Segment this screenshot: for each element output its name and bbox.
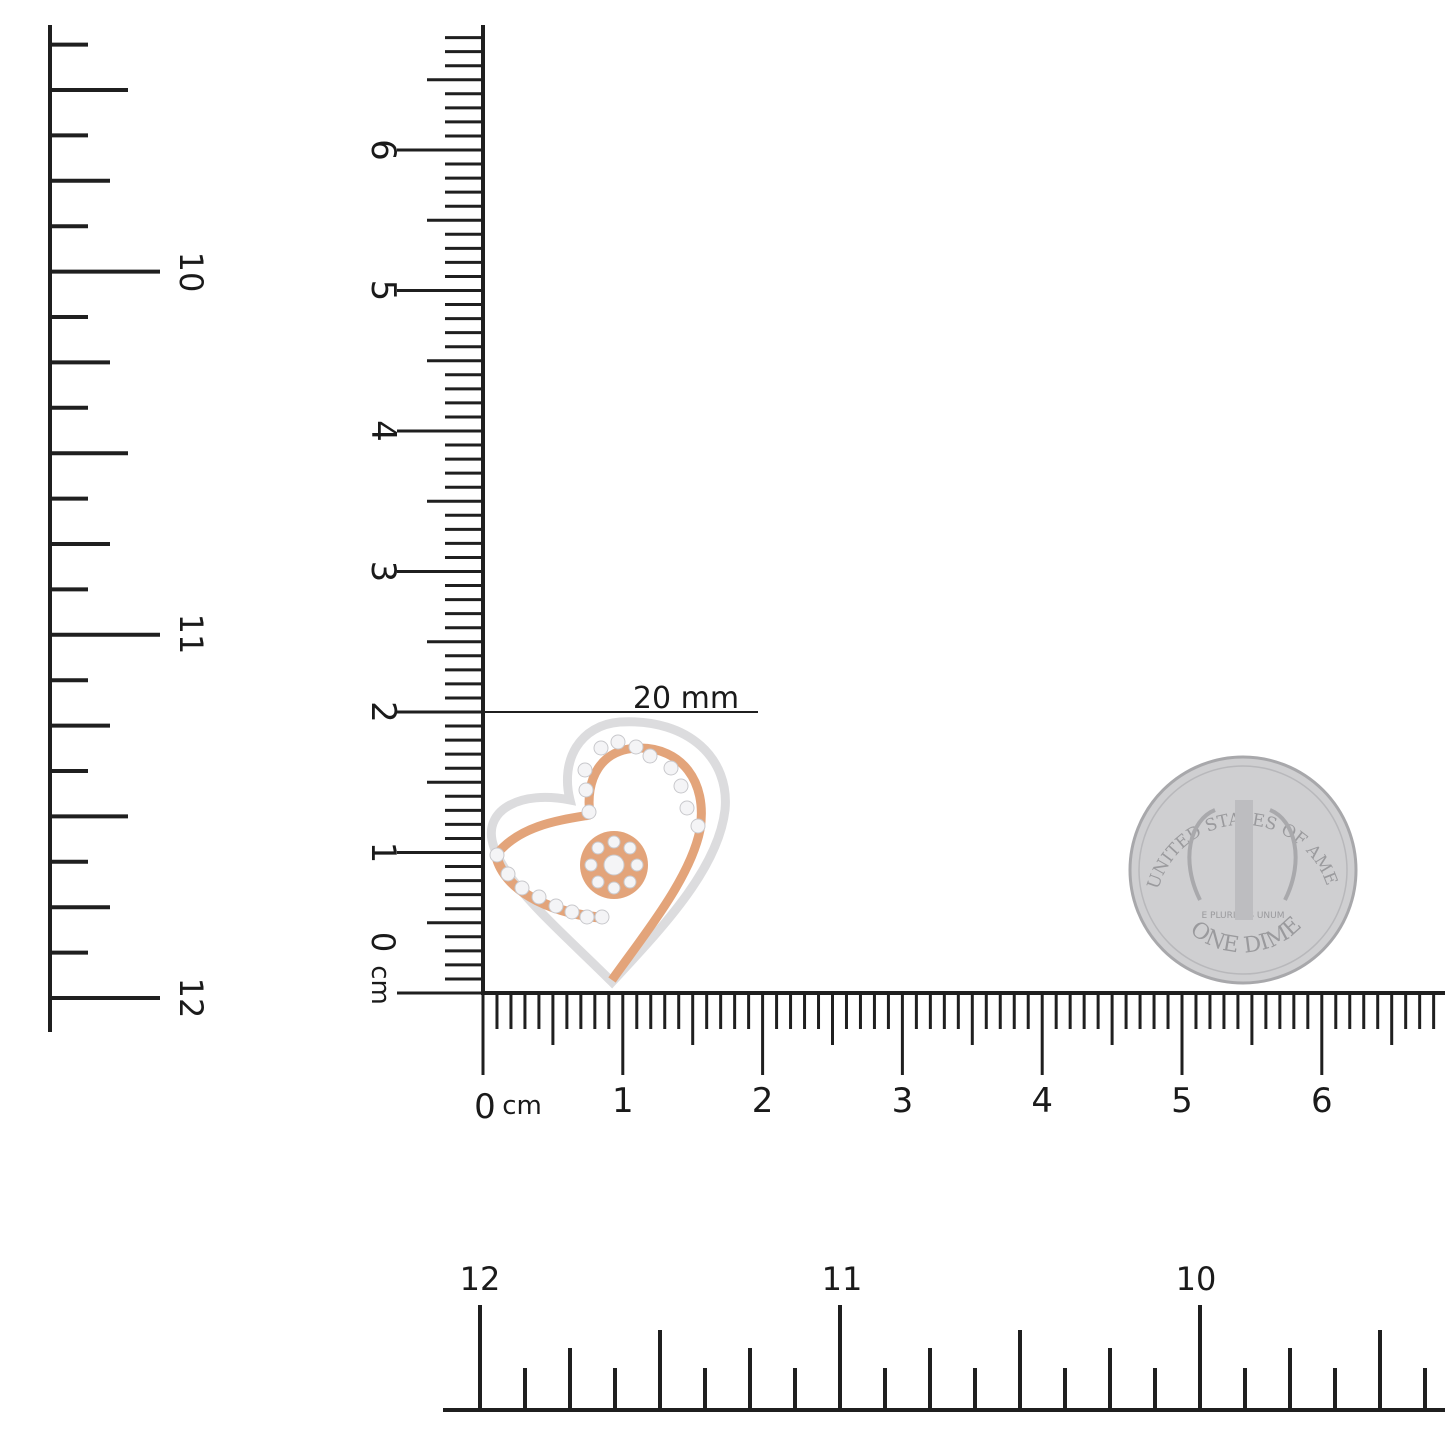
cm-label: 2 bbox=[363, 701, 403, 723]
diamond bbox=[673, 778, 689, 794]
ruler-label: 11 bbox=[172, 614, 210, 655]
diamond bbox=[581, 804, 597, 820]
diamond bbox=[577, 762, 593, 778]
cm-zero-label: 0 bbox=[474, 1087, 496, 1127]
ruler-label: 11 bbox=[822, 1260, 863, 1298]
cm-label: 6 bbox=[1311, 1081, 1333, 1121]
diamond bbox=[564, 904, 580, 920]
ruler-label: 12 bbox=[172, 978, 210, 1019]
left-inch-ruler: 10 11 12 bbox=[48, 25, 210, 1032]
cm-label: 1 bbox=[363, 842, 403, 864]
center-diamond bbox=[623, 841, 637, 855]
center-diamond bbox=[603, 854, 625, 876]
ruler-label: 10 bbox=[172, 252, 210, 293]
cm-label: 5 bbox=[363, 280, 403, 302]
cm-unit-label: cm bbox=[502, 1091, 542, 1121]
diamond bbox=[500, 866, 516, 882]
diamond bbox=[593, 740, 609, 756]
diamond bbox=[663, 760, 679, 776]
cm-zero-label-vertical: 0 bbox=[364, 932, 402, 952]
bottom-inch-ruler: 12 11 10 bbox=[443, 1260, 1445, 1412]
center-diamond bbox=[607, 835, 621, 849]
center-diamond bbox=[607, 881, 621, 895]
center-diamond bbox=[630, 858, 644, 872]
cm-label: 4 bbox=[1031, 1081, 1053, 1121]
cm-label: 3 bbox=[892, 1081, 914, 1121]
cm-unit-label-vertical: cm bbox=[365, 965, 395, 1005]
diamond bbox=[531, 889, 547, 905]
diamond bbox=[610, 734, 626, 750]
cm-label: 3 bbox=[363, 561, 403, 583]
diamond bbox=[548, 898, 564, 914]
center-diamond bbox=[591, 875, 605, 889]
diamond bbox=[489, 847, 505, 863]
cm-label: 4 bbox=[363, 420, 403, 442]
diamond bbox=[594, 909, 610, 925]
center-diamond bbox=[591, 841, 605, 855]
diamond bbox=[579, 909, 595, 925]
cm-label: 1 bbox=[612, 1081, 634, 1121]
ruler-label: 12 bbox=[460, 1260, 501, 1298]
diamond bbox=[514, 880, 530, 896]
diamond bbox=[690, 818, 706, 834]
cm-label: 6 bbox=[363, 139, 403, 161]
heart-pendant-image bbox=[486, 717, 730, 989]
diamond bbox=[642, 748, 658, 764]
center-diamond bbox=[623, 875, 637, 889]
diamond bbox=[679, 800, 695, 816]
center-diamond bbox=[584, 858, 598, 872]
ruler-label: 10 bbox=[1176, 1260, 1217, 1298]
cm-label: 2 bbox=[752, 1081, 774, 1121]
dimension-label: 20 mm bbox=[633, 681, 739, 716]
cm-label: 5 bbox=[1171, 1081, 1193, 1121]
dime-coin-image: UNITED STATES OF AMERICA ONE DIME E PLUR… bbox=[0, 0, 1358, 985]
diamond bbox=[578, 782, 594, 798]
diamond bbox=[628, 739, 644, 755]
